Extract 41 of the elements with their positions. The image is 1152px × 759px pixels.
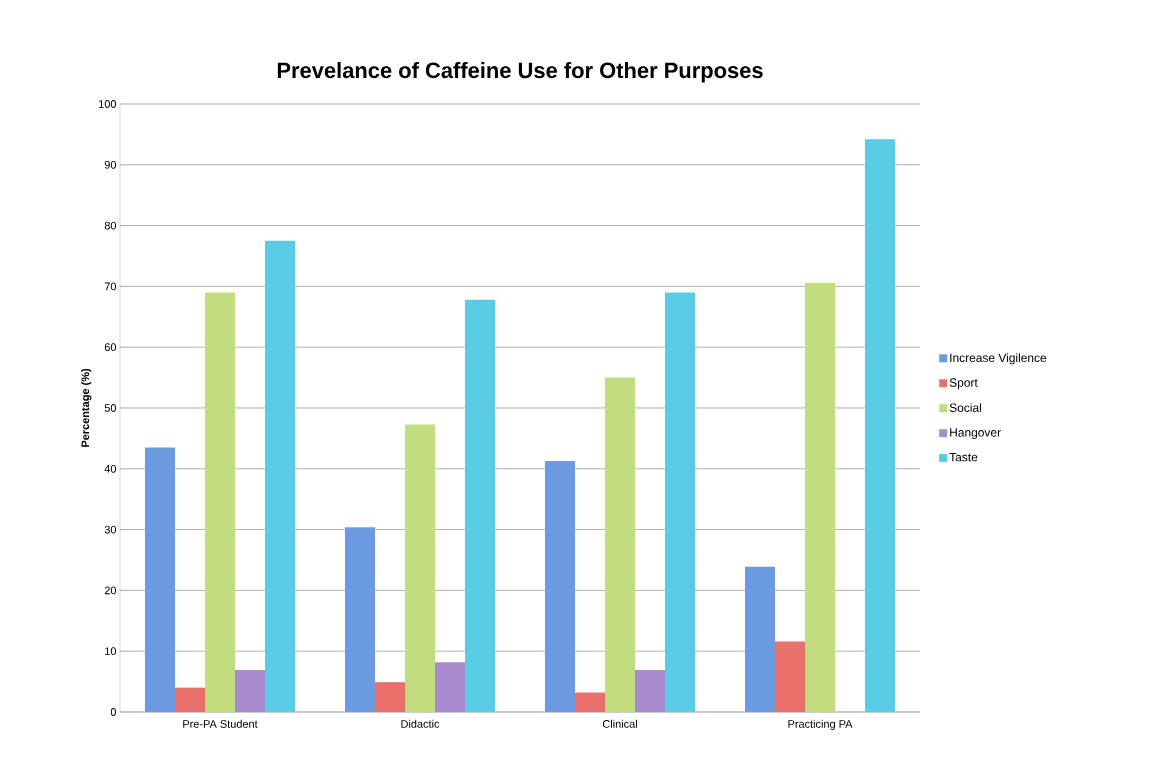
bar [375,682,406,712]
legend-label: Taste [949,453,978,462]
bar [435,662,466,712]
y-tick-label: 40 [104,464,117,473]
y-axis-title: Percentage (%) [81,368,92,447]
legend-label: Social [949,403,981,412]
bar [545,460,576,712]
y-tick-label: 60 [104,343,117,352]
bar [605,377,636,712]
bar [775,641,806,712]
bar [575,692,606,712]
bar [805,282,836,712]
x-tick-label: Pre-PA Student [183,719,258,728]
y-tick-label: 0 [110,708,117,716]
chart-title: Prevelance of Caffeine Use for Other Purposes [277,62,763,83]
x-tick-label: Practicing PA [788,719,853,730]
y-tick-label: 20 [104,586,117,595]
y-tick-label: 50 [104,404,117,412]
bar [465,299,496,712]
bar [175,687,206,712]
legend-label: Sport [949,378,978,390]
bar [865,139,896,712]
bar [665,292,696,712]
y-tick-label: 10 [105,647,117,656]
y-tick-label: 80 [104,221,117,230]
bar [405,424,436,712]
bar [265,240,296,712]
y-tick-label: 70 [104,282,117,291]
legend-label: Hangover [950,428,1001,440]
y-tick-label: 90 [104,160,117,169]
y-tick-label: 30 [104,525,117,534]
legend-label: Increase Vigilence [950,353,1047,365]
bar [745,566,776,712]
y-tick-label: 100 [99,100,117,108]
bar [145,447,176,712]
bar [205,292,236,712]
x-tick-label: Clinical [602,719,637,728]
bar [345,527,376,712]
bar [635,670,666,712]
bar [235,670,266,712]
x-tick-label: Didactic [401,719,440,728]
